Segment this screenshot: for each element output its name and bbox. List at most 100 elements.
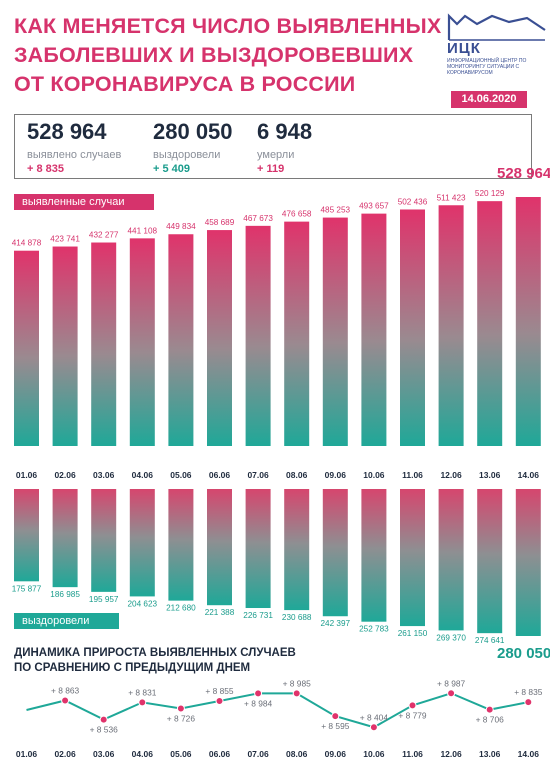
logo-text: ИЦК (447, 40, 481, 57)
daily-growth-point (176, 704, 185, 713)
cases-bar (322, 217, 348, 446)
stat-deaths-delta: + 119 (257, 163, 285, 175)
page-title: КАК МЕНЯЕТСЯ ЧИСЛО ВЫЯВЛЕННЫХ ЗАБОЛЕВШИХ… (14, 12, 442, 99)
daily-growth-label: + 8 984 (244, 698, 273, 708)
date-axis-top: 01.06 02.06 03.06 04.06 05.06 06.06 07.06 08.06… (16, 470, 539, 480)
cases-bar-label: 449 834 (166, 222, 196, 231)
cases-bar-label: 485 253 (320, 206, 350, 215)
recovered-bar (361, 489, 387, 622)
stat-cases-value: 528 964 (27, 119, 107, 144)
date-tick-label: 05.06 (170, 749, 192, 759)
title-line-2: ЗАБОЛЕВШИХ И ВЫЗДОРОВЕВШИХ (14, 43, 414, 67)
daily-growth-label: + 8 987 (437, 678, 466, 688)
daily-growth-label: + 8 595 (321, 721, 350, 731)
daily-growth-point (254, 689, 263, 698)
recovered-label-tag: выздоровели (14, 613, 119, 629)
recovered-bar-chart: 175 877 186 985 195 957 204 623 212 680 221 3… (12, 489, 541, 645)
date-tick-label: 07.06 (247, 470, 269, 480)
recovered-bar (400, 489, 425, 627)
cases-label-tag: выявленные случаи (14, 194, 154, 210)
date-tick-label: 04.06 (132, 749, 154, 759)
daily-growth-point (524, 698, 533, 707)
recovered-bar-label: 242 397 (320, 619, 350, 628)
daily-growth-label: + 8 831 (128, 687, 157, 697)
stat-recovered-label: выздоровели (153, 149, 221, 161)
cases-bar (438, 205, 464, 446)
date-tick-label: 07.06 (247, 749, 269, 759)
cases-bar (52, 246, 78, 446)
date-tick-label: 08.06 (286, 749, 308, 759)
recovered-bar (245, 489, 271, 609)
cases-bar (14, 250, 39, 446)
daily-growth-point (369, 723, 378, 732)
daily-growth-label: + 8 855 (205, 686, 234, 696)
date-tick-label: 03.06 (93, 470, 115, 480)
title-line-3: ОТ КОРОНАВИРУСА В РОССИИ (14, 72, 356, 96)
date-tick-label: 14.06 (518, 470, 540, 480)
daily-growth-point (485, 705, 494, 714)
recovered-bar-label: 204 623 (127, 599, 157, 608)
date-tick-label: 10.06 (363, 749, 385, 759)
recovered-bar (477, 489, 503, 634)
date-tick-label: 09.06 (325, 470, 347, 480)
cases-bar-label: 476 658 (282, 210, 312, 219)
stat-deaths-label: умерли (257, 149, 295, 161)
daily-growth-label: + 8 779 (398, 710, 427, 720)
recovered-bar-label: 212 680 (166, 604, 196, 613)
title-line-1: КАК МЕНЯЕТСЯ ЧИСЛО ВЫЯВЛЕННЫХ (14, 14, 442, 38)
stat-recovered-delta: + 5 409 (153, 163, 191, 175)
daily-growth-point (331, 712, 340, 721)
logo-icon (447, 13, 546, 41)
daily-growth-label: + 8 404 (360, 712, 389, 722)
recovered-bar (14, 489, 39, 582)
daily-growth-point (292, 689, 301, 698)
stat-recovered: 280 050 выздоровели + 5 409 (153, 119, 233, 176)
cases-bar (91, 242, 117, 446)
recovered-bar (91, 489, 117, 592)
date-tick-label: 13.06 (479, 470, 501, 480)
daily-growth-title-line2: ПО СРАВНЕНИЮ С ПРЕДЫДУЩИМ ДНЕМ (14, 662, 251, 674)
daily-growth-label: + 8 835 (514, 687, 543, 697)
date-tick-label: 12.06 (440, 749, 462, 759)
date-badge: 14.06.2020 (451, 91, 527, 108)
recovered-bar-label: 230 688 (282, 613, 312, 622)
daily-growth-point (138, 698, 147, 707)
cases-bar (207, 230, 232, 446)
recovered-bar-label: 252 783 (359, 625, 389, 634)
date-tick-label: 14.06 (518, 749, 540, 759)
stat-cases-delta: + 8 835 (27, 163, 65, 175)
recovered-bar-label: 221 388 (205, 608, 235, 617)
stat-deaths-value: 6 948 (257, 119, 313, 144)
cases-total-label: 528 964 (497, 165, 550, 182)
cases-bar-label: 414 878 (12, 239, 42, 248)
daily-growth-label: + 8 863 (51, 685, 80, 695)
daily-growth-line (26, 692, 529, 729)
date-tick-label: 12.06 (440, 470, 462, 480)
daily-growth-title: ДИНАМИКА ПРИРОСТА ВЫЯВЛЕННЫХ СЛУЧАЕВ ПО … (14, 646, 296, 676)
cases-bar (284, 221, 310, 446)
stat-deaths: 6 948 умерли + 119 (257, 119, 312, 176)
recovered-bar-label: 269 370 (436, 633, 466, 642)
recovered-bar-label: 226 731 (243, 611, 273, 620)
date-tick-label: 03.06 (93, 749, 115, 759)
stat-cases: 528 964 выявлено случаев + 8 835 (27, 119, 121, 176)
cases-bar-label: 441 108 (127, 226, 157, 235)
cases-bar (400, 209, 425, 446)
daily-growth-label: + 8 706 (476, 715, 505, 725)
recovered-bar-label: 186 985 (50, 590, 80, 599)
cases-bar-label: 520 129 (475, 189, 505, 198)
date-tick-label: 10.06 (363, 470, 385, 480)
cases-bar-chart: 414 878 423 741 432 277 441 108 449 834 458 6… (12, 189, 541, 446)
date-tick-label: 02.06 (54, 749, 76, 759)
recovered-bar-label: 195 957 (89, 595, 119, 604)
date-tick-label: 11.06 (402, 470, 423, 480)
recovered-bar (438, 489, 464, 631)
daily-growth-point (99, 715, 108, 724)
recovered-bar (207, 489, 232, 606)
recovered-bar (515, 489, 541, 636)
logo-subtitle: ИНФОРМАЦИОННЫЙ ЦЕНТР ПО МОНИТОРИНГУ СИТУ… (447, 58, 527, 76)
date-tick-label: 01.06 (16, 749, 38, 759)
cases-bar-label: 502 436 (398, 197, 428, 206)
daily-growth-label: + 8 985 (283, 678, 312, 688)
date-tick-label: 01.06 (16, 470, 38, 480)
